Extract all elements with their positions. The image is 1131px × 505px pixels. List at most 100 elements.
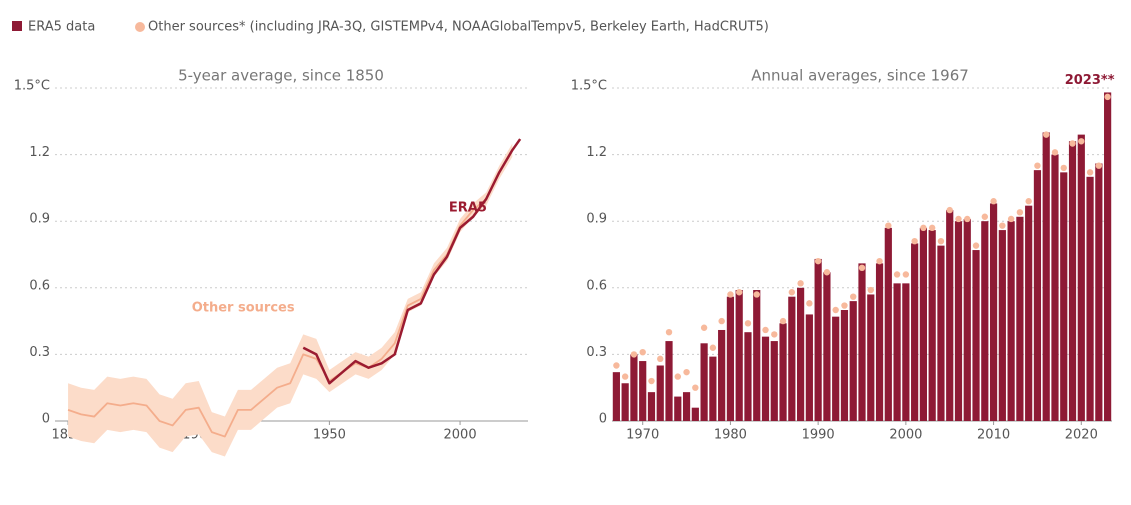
bar: [639, 361, 647, 421]
bar: [682, 392, 691, 421]
dot: [1016, 209, 1024, 216]
y-tick-label: 0.6: [586, 278, 607, 293]
bar: [761, 336, 770, 421]
legend-swatch: [12, 21, 22, 31]
bar: [832, 316, 840, 421]
dot: [814, 257, 822, 265]
bar: [954, 221, 963, 421]
line: [302, 138, 522, 385]
dot: [683, 368, 690, 376]
y-tick-label: 0.9: [29, 212, 50, 227]
dot: [788, 289, 796, 296]
y-tick-label: 1.5°C: [14, 79, 50, 94]
dot: [762, 326, 769, 334]
dot: [867, 286, 874, 294]
dot: [1051, 149, 1059, 156]
dot: [920, 224, 927, 232]
y-tick-label: 0.3: [29, 345, 50, 360]
bar: [1025, 205, 1033, 421]
bar: [875, 263, 884, 421]
dot: [946, 206, 953, 214]
bar: [621, 383, 629, 421]
legend-label: ERA5 data: [28, 20, 95, 35]
series-label: ERA5: [449, 200, 487, 215]
bar: [709, 356, 717, 421]
dot: [893, 271, 901, 278]
bar: [753, 290, 761, 421]
chart-title: 5-year average, since 1850: [178, 67, 384, 85]
bar: [1060, 172, 1068, 421]
bar: [1042, 132, 1050, 421]
bar: [972, 250, 980, 421]
bar: [849, 301, 857, 421]
dot: [1104, 93, 1111, 101]
y-tick-label: 1.2: [29, 145, 50, 160]
bar: [989, 203, 998, 421]
bar: [902, 283, 910, 421]
bar: [735, 290, 743, 421]
dot: [823, 269, 831, 276]
bar: [656, 365, 664, 421]
bar: [674, 396, 682, 421]
dot: [674, 373, 681, 380]
bar: [665, 341, 673, 421]
dot: [858, 264, 866, 272]
dot: [648, 377, 655, 385]
dot: [1025, 198, 1032, 205]
dot: [806, 300, 813, 307]
x-tick-label: 1980: [714, 428, 747, 443]
dot: [1095, 162, 1103, 169]
bar: [937, 245, 945, 421]
bar: [919, 227, 927, 421]
bar: [840, 310, 849, 421]
dot: [1060, 164, 1067, 172]
bar: [612, 372, 620, 421]
bar: [630, 354, 638, 421]
x-tick-label: 2000: [444, 428, 477, 443]
bar: [814, 258, 822, 421]
bar: [884, 227, 892, 421]
x-tick-label: 2000: [889, 428, 922, 443]
bar: [946, 210, 954, 421]
bar: [647, 392, 656, 421]
bar: [1016, 216, 1024, 421]
dot: [797, 280, 804, 287]
bar: [726, 296, 735, 421]
dot: [1007, 215, 1015, 223]
dot: [727, 291, 734, 298]
dot: [665, 329, 673, 336]
dot: [753, 291, 760, 298]
bar: [805, 314, 813, 421]
dot: [613, 362, 620, 369]
dot: [771, 331, 778, 338]
bar: [700, 343, 708, 421]
bar: [867, 294, 875, 421]
dot: [885, 222, 892, 229]
dot: [621, 373, 629, 380]
dot: [779, 317, 787, 325]
dot: [1078, 138, 1085, 145]
y-tick-label: 0: [42, 412, 50, 427]
bar: [1077, 134, 1085, 421]
legend-label: Other sources* (including JRA-3Q, GISTEM…: [148, 20, 769, 35]
bar: [823, 272, 831, 421]
annotation: 2023**: [1065, 73, 1115, 88]
dot: [955, 215, 962, 223]
x-tick-label: 2010: [977, 428, 1010, 443]
dot: [744, 320, 752, 327]
dot: [876, 257, 883, 265]
x-tick-label: 2020: [1065, 428, 1098, 443]
dot: [902, 271, 910, 278]
dot: [928, 224, 936, 232]
y-tick-label: 0.9: [586, 212, 607, 227]
bar: [691, 407, 699, 421]
x-tick-label: 1970: [626, 428, 659, 443]
bar: [1095, 163, 1103, 422]
chart-title: Annual averages, since 1967: [751, 67, 969, 85]
bar: [858, 263, 866, 421]
dot: [700, 324, 708, 331]
dot: [964, 215, 971, 223]
dot: [1069, 140, 1076, 147]
bar: [744, 332, 752, 421]
